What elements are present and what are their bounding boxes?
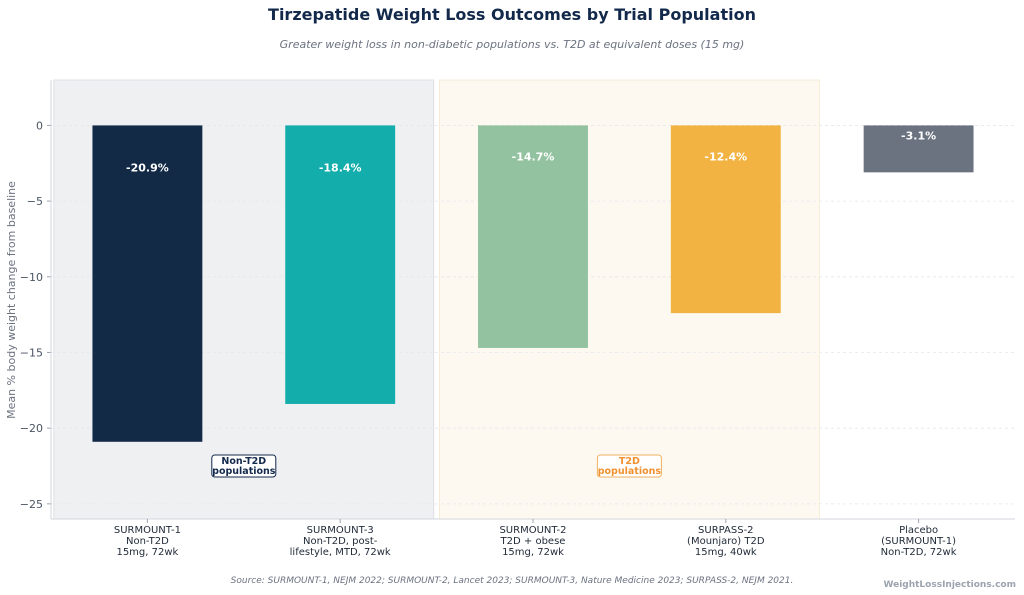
bar-4 — [863, 125, 974, 173]
x-tick-label-2: SURMOUNT-2 — [499, 525, 566, 536]
y-tick-label: −10 — [20, 271, 43, 284]
group-label-box-1 — [596, 454, 662, 478]
bar-3 — [670, 125, 781, 314]
source-note: Source: SURMOUNT-1, NEJM 2022; SURMOUNT-… — [231, 576, 794, 586]
bar-value-label-1: -18.4% — [319, 161, 362, 174]
y-axis-label: Mean % body weight change from baseline — [5, 181, 18, 419]
group-label-1: populations — [598, 466, 662, 477]
bar-1 — [285, 125, 396, 404]
x-tick-label-1: SURMOUNT-3 — [307, 525, 374, 536]
group-label-0: populations — [212, 466, 276, 477]
x-tick-label-0: 15mg, 72wk — [116, 547, 178, 558]
x-tick-label-3: 15mg, 40wk — [695, 547, 757, 558]
y-tick-label: 0 — [36, 119, 43, 132]
bar-value-label-3: -12.4% — [704, 150, 747, 163]
watermark: WeightLossInjections.com — [883, 580, 1016, 590]
x-tick-label-1: lifestyle, MTD, 72wk — [290, 547, 391, 558]
y-tick-label: −20 — [20, 422, 43, 435]
x-tick-label-4: Placebo — [899, 525, 938, 536]
x-tick-label-0: Non-T2D — [126, 536, 169, 547]
x-tick-label-2: T2D + obese — [500, 536, 566, 547]
bar-value-label-2: -14.7% — [512, 150, 555, 163]
y-tick-label: −5 — [27, 195, 43, 208]
x-tick-label-4: (SURMOUNT-1) — [881, 536, 956, 547]
group-label-box-0 — [211, 454, 277, 478]
bar-0 — [92, 125, 203, 442]
bar-2 — [478, 125, 588, 348]
group-label-1: T2D — [619, 456, 640, 467]
group-label-0: Non-T2D — [221, 456, 266, 467]
x-tick-label-2: 15mg, 72wk — [502, 547, 564, 558]
x-tick-label-4: Non-T2D, 72wk — [881, 547, 957, 558]
x-tick-label-3: SURPASS-2 — [698, 525, 754, 536]
chart-title: Tirzepatide Weight Loss Outcomes by Tria… — [268, 5, 756, 24]
x-tick-label-1: Non-T2D, post- — [303, 536, 378, 547]
bar-value-label-4: -3.1% — [901, 129, 936, 142]
plot-area: 0−5−10−15−20−25-20.9%SURMOUNT-1Non-T2D15… — [20, 79, 1015, 558]
y-tick-label: −15 — [20, 346, 43, 359]
y-tick-label: −25 — [20, 498, 43, 511]
chart-subtitle: Greater weight loss in non-diabetic popu… — [280, 38, 745, 51]
x-tick-label-0: SURMOUNT-1 — [114, 525, 181, 536]
bar-value-label-0: -20.9% — [126, 161, 169, 174]
x-tick-label-3: (Mounjaro) T2D — [687, 536, 765, 547]
